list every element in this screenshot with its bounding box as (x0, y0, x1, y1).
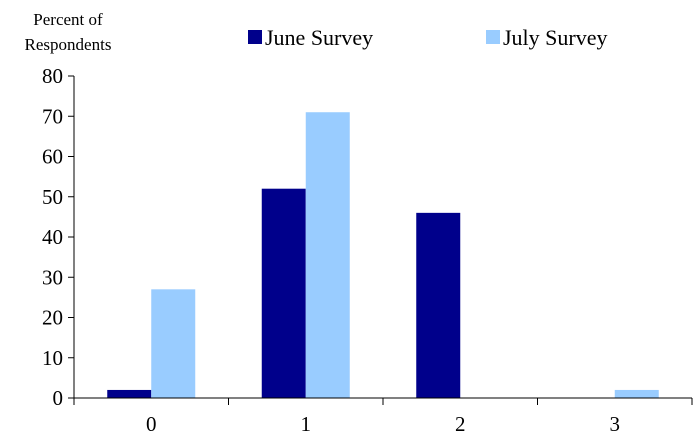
legend-label-july-survey: July Survey (503, 25, 608, 50)
bar-june-survey-1 (261, 188, 306, 398)
y-tick-label-80: 80 (42, 64, 63, 88)
y-tick-label-20: 20 (42, 306, 63, 330)
bar-july-survey-1 (305, 112, 350, 398)
y-tick-label-50: 50 (42, 185, 63, 209)
x-tick-label-0: 0 (146, 412, 157, 436)
legend-swatch-july-survey (486, 30, 500, 44)
y-tick-label-70: 70 (42, 104, 63, 128)
legend: June Survey July Survey (248, 25, 608, 50)
bar-july-survey-3 (614, 389, 659, 398)
legend-swatch-june-survey (248, 30, 262, 44)
legend-label-june-survey: June Survey (265, 25, 373, 50)
y-tick-label-40: 40 (42, 225, 63, 249)
bar-july-survey-0 (151, 289, 196, 398)
x-tick-label-2: 2 (455, 412, 466, 436)
x-tick-label-1: 1 (301, 412, 312, 436)
y-tick-label-10: 10 (42, 346, 63, 370)
y-tick-label-0: 0 (53, 386, 64, 410)
y-tick-label-60: 60 (42, 145, 63, 169)
x-axis-ticks: 0 1 2 3 (73, 398, 693, 436)
bar-june-survey-2 (416, 212, 461, 398)
bars (107, 112, 659, 398)
y-axis-ticks: 0 10 20 30 40 50 60 70 80 (42, 64, 74, 410)
bar-june-survey-0 (107, 389, 152, 398)
y-axis-label-line-1: Percent of (33, 10, 103, 29)
y-axis-label-line-2: Respondents (25, 35, 112, 54)
x-tick-label-3: 3 (610, 412, 621, 436)
y-tick-label-30: 30 (42, 265, 63, 289)
